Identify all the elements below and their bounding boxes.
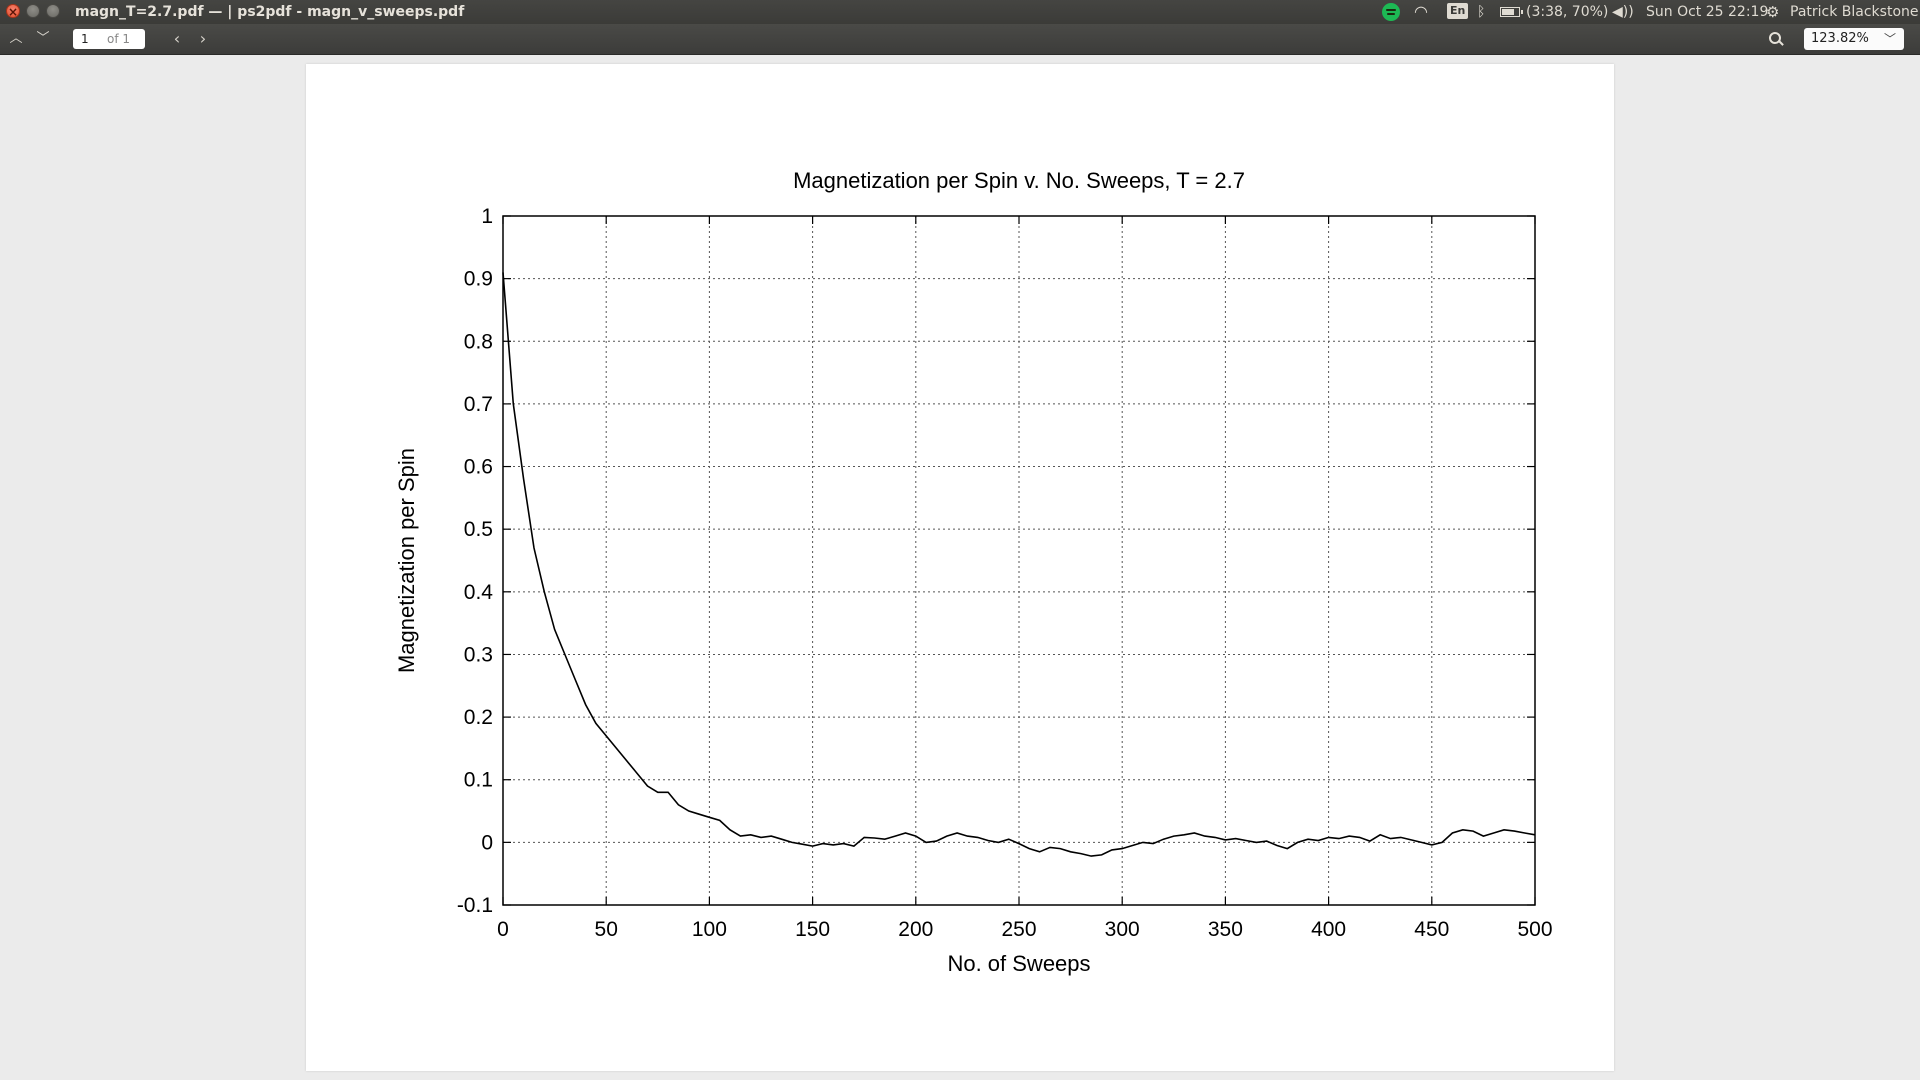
y-tick-label: 0	[481, 831, 493, 854]
battery-status[interactable]: (3:38, 70%)	[1526, 4, 1609, 20]
x-tick-label: 150	[795, 918, 830, 941]
maximize-window-button[interactable]	[46, 4, 60, 18]
page-up-button[interactable]: ︿	[5, 28, 27, 50]
x-tick-label: 400	[1311, 918, 1346, 941]
chart-title: Magnetization per Spin v. No. Sweeps, T …	[793, 168, 1245, 193]
chevron-down-icon: ﹀	[36, 31, 50, 46]
x-axis-label: No. of Sweeps	[947, 951, 1090, 976]
chevron-up-icon: ︿	[9, 31, 23, 46]
x-tick-label: 300	[1105, 918, 1140, 941]
y-tick-label: 0.3	[464, 643, 493, 666]
x-tick-label: 450	[1414, 918, 1449, 941]
series-line	[502, 272, 1536, 857]
page-number-field[interactable]: 1 of 1	[73, 29, 145, 49]
battery-icon[interactable]	[1500, 7, 1523, 17]
x-tick-label: 350	[1208, 918, 1243, 941]
x-tick-labels: 0 50 100 150 200 250 300 350 400 450 500	[497, 918, 1552, 941]
document-viewport[interactable]: 0 50 100 150 200 250 300 350 400 450 500 -0.1 0 0.1 0…	[0, 55, 1920, 1080]
title-bar: magn_T=2.7.pdf — | ps2pdf - magn_v_sweep…	[0, 0, 1920, 24]
volume-icon[interactable]: ◀))	[1612, 4, 1634, 20]
chevron-right-icon: ›	[199, 29, 207, 48]
x-tick-label: 200	[898, 918, 933, 941]
keyboard-layout-indicator[interactable]: En	[1447, 3, 1469, 19]
y-tick-label: 0.8	[464, 330, 493, 353]
x-tick-label: 0	[497, 918, 509, 941]
gear-icon[interactable]: ⚙	[1766, 3, 1780, 21]
close-window-button[interactable]	[6, 0, 20, 24]
page-number-input[interactable]: 1	[81, 32, 89, 46]
chart: 0 50 100 150 200 250 300 350 400 450 500 -0.100.10…	[394, 168, 1553, 976]
previous-page-button[interactable]: ‹	[166, 28, 188, 50]
x-tick-label: 500	[1517, 918, 1552, 941]
page-count-label: of 1	[107, 32, 131, 46]
y-tick-label: 0.6	[464, 456, 493, 479]
y-tick-label: -0.1	[457, 894, 493, 917]
clock[interactable]: Sun Oct 25 22:19	[1646, 4, 1769, 20]
y-tick-label: 0.9	[464, 268, 493, 291]
grid	[503, 216, 1535, 905]
search-icon[interactable]	[1764, 28, 1786, 50]
minimize-window-button[interactable]	[26, 4, 40, 18]
x-tick-label: 100	[692, 918, 727, 941]
wifi-icon[interactable]: ◠	[1414, 2, 1428, 21]
next-page-button[interactable]: ›	[192, 28, 214, 50]
spotify-icon[interactable]	[1382, 3, 1400, 21]
y-tick-label: 0.7	[464, 393, 493, 416]
y-tick-label: 0.1	[464, 769, 493, 792]
page-down-button[interactable]: ﹀	[32, 28, 54, 50]
y-tick-label: 0.2	[464, 706, 493, 729]
axis-ticks	[502, 215, 1536, 906]
x-tick-label: 50	[595, 918, 618, 941]
zoom-select[interactable]: 123.82% ﹀	[1804, 28, 1904, 50]
pdf-page: 0 50 100 150 200 250 300 350 400 450 500 -0.1 0 0.1 0…	[306, 64, 1614, 1071]
viewer-toolbar: ︿ ﹀ 1 of 1 ‹ › 123.82% ﹀	[0, 24, 1920, 55]
y-tick-label: 0.5	[464, 518, 493, 541]
zoom-value: 123.82%	[1811, 31, 1869, 46]
y-tick-label: 0.4	[464, 581, 494, 604]
y-tick-label: 1	[481, 205, 493, 228]
bluetooth-icon[interactable]: ᛒ	[1477, 4, 1486, 20]
y-axis-label: Magnetization per Spin	[394, 448, 419, 673]
x-tick-label: 250	[1001, 918, 1036, 941]
window-title: magn_T=2.7.pdf — | ps2pdf - magn_v_sweep…	[75, 4, 465, 20]
user-name[interactable]: Patrick Blackstone	[1790, 4, 1919, 20]
y-tick-labels: -0.1 0 0.1 0.2 0.3 0.4 0.5 0.6 0.7 0.8 0.9 1	[457, 205, 493, 917]
chevron-left-icon: ‹	[173, 29, 181, 48]
chevron-down-icon: ﹀	[1883, 32, 1896, 46]
